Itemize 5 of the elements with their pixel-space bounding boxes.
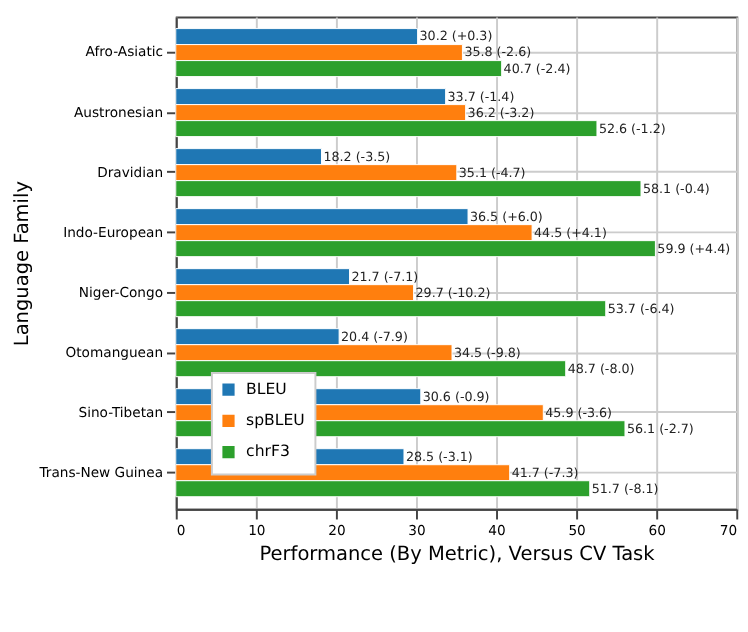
x-axis-title: Performance (By Metric), Versus CV Task	[259, 544, 656, 567]
legend-label: spBLEU	[246, 410, 306, 429]
legend-label: BLEU	[246, 379, 288, 398]
y-axis-title: Language Family	[11, 180, 34, 347]
legend-label: chrF3	[246, 442, 290, 461]
